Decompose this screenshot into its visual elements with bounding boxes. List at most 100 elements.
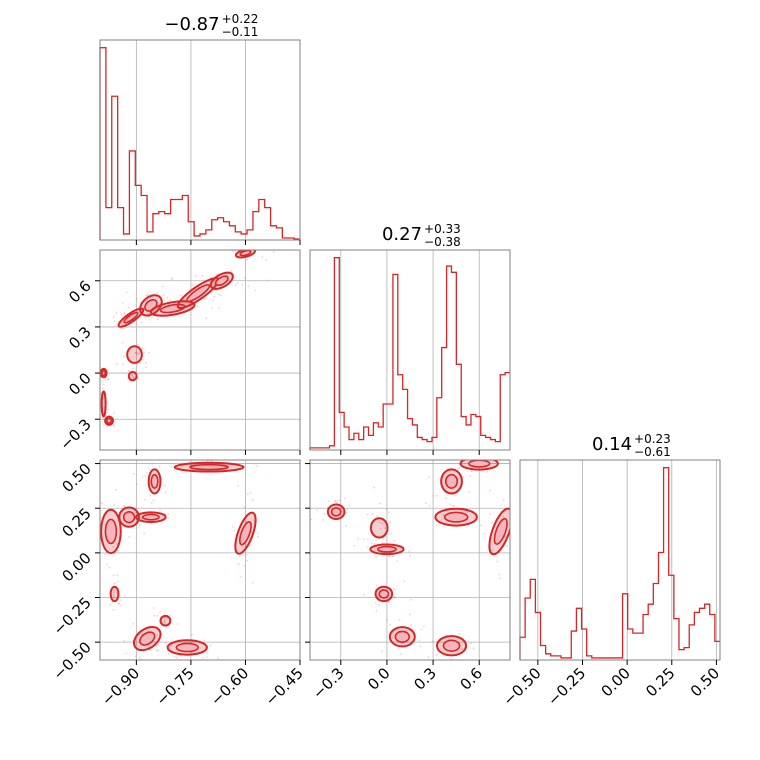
sample-point [315, 509, 318, 512]
sample-point [144, 474, 147, 477]
sample-point [159, 509, 161, 512]
sample-point [213, 283, 216, 286]
sample-point [251, 581, 254, 584]
sample-point [96, 490, 98, 492]
sample-point [104, 553, 107, 556]
sample-point [373, 549, 376, 551]
sample-point [112, 574, 115, 577]
sample-point [483, 532, 486, 535]
sample-point [480, 524, 482, 527]
ytick-label-param-3-1: −0.25 [50, 594, 95, 639]
ytick-label-param-3-3: 0.25 [58, 504, 94, 540]
sample-point [142, 358, 144, 361]
sample-point [113, 504, 116, 507]
sample-point [237, 484, 240, 487]
ytick-label-param-2-3: 0.6 [65, 277, 95, 307]
sample-point [92, 315, 94, 317]
ytick-label-param-2-0: −0.3 [56, 415, 94, 453]
sample-point [428, 476, 430, 478]
sample-point [272, 251, 275, 253]
sample-point [98, 371, 100, 373]
sample-point [127, 306, 130, 309]
sample-point [241, 283, 244, 286]
sample-point [120, 599, 122, 602]
sample-point [454, 494, 456, 497]
sample-point [136, 521, 139, 524]
sample-point [148, 351, 150, 354]
sample-point [147, 438, 149, 440]
xtick-label-param-3-0: −0.50 [499, 664, 544, 709]
contour-inner-8 [175, 642, 199, 653]
sample-point [310, 518, 313, 521]
ytick-label-param-3-2: 0.00 [58, 549, 94, 585]
sample-point [163, 484, 166, 487]
sample-point [132, 367, 134, 370]
sample-point [150, 502, 153, 504]
param-1-title-median: −0.87 [164, 14, 219, 35]
sample-point [163, 298, 166, 301]
sample-point [118, 602, 121, 605]
sample-point [153, 607, 155, 609]
sample-point [156, 614, 159, 617]
sample-point [112, 608, 115, 611]
sample-point [341, 510, 344, 513]
sample-point [236, 282, 239, 285]
contour-outer-2 [234, 511, 257, 555]
sample-point [334, 500, 337, 503]
sample-point [205, 317, 208, 320]
sample-point [506, 545, 509, 548]
sample-point [135, 351, 137, 354]
sample-point [256, 535, 259, 538]
sample-point [390, 532, 393, 535]
contour-outer-3 [100, 508, 122, 555]
sample-point [163, 622, 166, 625]
sample-point [231, 250, 234, 252]
sample-point [381, 522, 384, 525]
sample-point [346, 508, 348, 511]
contour-inner-5 [442, 639, 461, 652]
contour-outer-9 [488, 507, 510, 556]
sample-point [442, 514, 445, 517]
contour-outer-3 [117, 307, 145, 328]
sample-point [266, 279, 269, 282]
sample-point [334, 499, 336, 502]
sample-point [104, 378, 107, 381]
pair-1-frame [99, 459, 301, 661]
sample-point [376, 515, 378, 517]
xtick-label-param-1-2: −0.60 [207, 664, 252, 709]
sample-point [499, 577, 501, 580]
sample-point [157, 643, 160, 646]
ytick-label-param-2-1: 0.0 [65, 369, 95, 399]
sample-point [128, 523, 131, 525]
contour-outer-9 [159, 614, 172, 627]
sample-point [170, 277, 173, 280]
sample-point [489, 457, 491, 459]
contour-inner-9 [493, 517, 508, 545]
param-1-title-plus: +0.22 [222, 12, 259, 26]
sample-point [451, 504, 454, 507]
sample-point [403, 580, 406, 583]
sample-point [442, 513, 445, 516]
sample-point [106, 411, 109, 414]
sample-point [428, 504, 431, 507]
sample-point [370, 542, 373, 545]
sample-point [453, 504, 456, 507]
sample-point [161, 285, 164, 288]
sample-point [132, 639, 135, 642]
sample-point [445, 497, 447, 500]
sample-point [132, 309, 134, 312]
sample-point [391, 555, 394, 558]
sample-point [135, 298, 138, 300]
sample-point [216, 657, 219, 660]
pair-1-marks [96, 438, 259, 660]
contour-outer-10 [234, 250, 256, 259]
sample-point [179, 294, 182, 297]
sample-point [155, 645, 158, 647]
sample-point [392, 633, 395, 636]
sample-point [169, 614, 172, 617]
pair-2-frame [309, 459, 511, 661]
sample-point [133, 377, 135, 380]
sample-point [128, 369, 130, 372]
sample-point [202, 656, 204, 659]
